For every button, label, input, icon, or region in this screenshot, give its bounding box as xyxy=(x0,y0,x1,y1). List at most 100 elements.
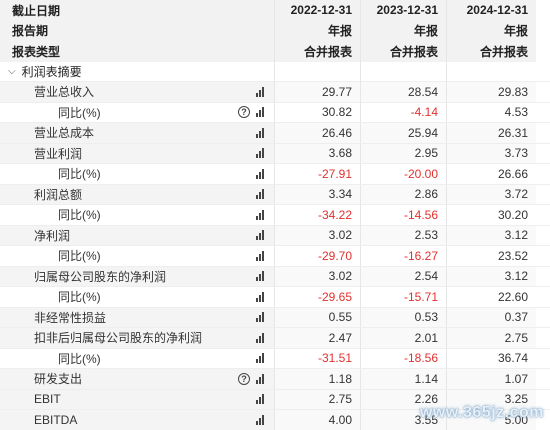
help-circle-icon[interactable]: ? xyxy=(238,106,250,119)
row-label: 同比(%) xyxy=(58,351,101,366)
row-label-cell: 利润总额 xyxy=(0,184,275,205)
row-icons xyxy=(256,123,264,143)
bar-chart-icon[interactable] xyxy=(256,312,264,323)
row-value: 1.18 xyxy=(275,369,361,389)
row-value: 5.00 xyxy=(447,410,536,430)
row-value: -20.00 xyxy=(361,164,447,184)
row-value: -18.56 xyxy=(361,348,447,368)
row-value: 4.00 xyxy=(275,410,361,430)
row-label-cell: 净利润 xyxy=(0,225,275,246)
row-value: 4.53 xyxy=(504,105,528,120)
bar-chart-icon[interactable] xyxy=(256,107,264,118)
header-value: 合并报表 xyxy=(447,41,536,62)
header-value: 合并报表 xyxy=(275,41,361,62)
row-value: -31.51 xyxy=(275,348,361,368)
table-row[interactable]: 同比(%) -29.65 -15.71 22.60 xyxy=(0,287,550,308)
header-value: 2024-12-31 xyxy=(447,0,536,21)
row-label-cell: 同比(%) xyxy=(0,205,275,225)
row-label: 净利润 xyxy=(34,228,71,243)
bar-chart-icon[interactable] xyxy=(256,394,264,405)
row-label-cell: 研发支出? xyxy=(0,369,275,389)
table-row[interactable]: EBIT 2.75 2.26 3.25 xyxy=(0,389,550,410)
bar-chart-icon[interactable] xyxy=(256,353,264,364)
bar-chart-icon[interactable] xyxy=(256,209,264,220)
section-label-cell[interactable]: ⌵ 利润表摘要 xyxy=(0,61,275,81)
header-row: 截止日期 2022-12-31 2023-12-31 2024-12-31 xyxy=(0,0,550,21)
row-label: 同比(%) xyxy=(58,167,101,182)
bar-chart-icon[interactable] xyxy=(256,168,264,179)
row-value: -27.91 xyxy=(275,164,361,184)
bar-chart-icon[interactable] xyxy=(256,148,264,159)
bar-chart-icon[interactable] xyxy=(256,230,264,241)
header-label: 报表类型 xyxy=(0,41,275,62)
row-icons xyxy=(256,164,264,184)
row-icons: ? xyxy=(238,369,264,389)
bar-chart-icon[interactable] xyxy=(256,414,264,425)
row-value: 36.74 xyxy=(497,351,528,366)
row-value: 29.77 xyxy=(275,82,361,102)
header-row: 报表类型 合并报表 合并报表 合并报表 xyxy=(0,41,550,62)
row-value: 2.26 xyxy=(361,389,447,409)
row-value: 3.68 xyxy=(275,143,361,163)
bar-chart-icon[interactable] xyxy=(256,332,264,343)
row-icons xyxy=(256,226,264,246)
bar-chart-icon[interactable] xyxy=(256,291,264,302)
table-row[interactable]: 扣非后归属母公司股东的净利润 2.47 2.01 2.75 xyxy=(0,328,550,349)
row-icons: ? xyxy=(238,103,264,123)
row-value: 23.52 xyxy=(497,248,528,263)
row-value: 2.75 xyxy=(275,389,361,409)
row-value: 3.25 xyxy=(447,389,536,409)
row-icons xyxy=(256,185,264,205)
bar-chart-icon[interactable] xyxy=(256,250,264,261)
row-icons xyxy=(256,205,264,225)
table-row[interactable]: 非经常性损益 0.55 0.53 0.37 xyxy=(0,307,550,328)
bar-chart-icon[interactable] xyxy=(256,189,264,200)
row-label-cell: EBITDA xyxy=(0,410,275,430)
header-value: 年报 xyxy=(275,20,361,41)
bar-chart-icon[interactable] xyxy=(256,373,264,384)
bar-chart-icon[interactable] xyxy=(256,271,264,282)
table-row[interactable]: 同比(%) -29.70 -16.27 23.52 xyxy=(0,246,550,267)
row-label: 同比(%) xyxy=(58,290,101,305)
section-empty-cell xyxy=(275,61,361,81)
row-value: 1.14 xyxy=(361,369,447,389)
row-label-cell: 同比(%)? xyxy=(0,102,275,123)
row-icons xyxy=(256,82,264,102)
row-label-cell: 营业总收入 xyxy=(0,82,275,102)
header-value: 年报 xyxy=(447,20,536,41)
row-label: 归属母公司股东的净利润 xyxy=(34,269,167,284)
row-icons xyxy=(256,410,264,430)
table-row[interactable]: 研发支出? 1.18 1.14 1.07 xyxy=(0,369,550,390)
row-value: -29.65 xyxy=(275,287,361,307)
table-row[interactable]: 同比(%)? 30.82 -4.14 4.53 xyxy=(0,102,550,123)
row-label: 营业利润 xyxy=(34,146,83,161)
table-row[interactable]: 利润总额 3.34 2.86 3.72 xyxy=(0,184,550,205)
help-circle-icon[interactable]: ? xyxy=(238,372,250,385)
row-value: 0.37 xyxy=(447,307,536,327)
table-header: 截止日期 2022-12-31 2023-12-31 2024-12-31 报告期 年报年… xyxy=(0,0,550,62)
table-row[interactable]: 营业利润 3.68 2.95 3.73 xyxy=(0,143,550,164)
table-row[interactable]: EBITDA 4.00 3.55 5.00 xyxy=(0,410,550,430)
bar-chart-icon[interactable] xyxy=(256,127,264,138)
row-label-cell: 营业利润 xyxy=(0,143,275,163)
section-header-income-summary[interactable]: ⌵ 利润表摘要 xyxy=(0,61,550,82)
table-row[interactable]: 归属母公司股东的净利润 3.02 2.54 3.12 xyxy=(0,266,550,287)
chevron-down-icon[interactable]: ⌵ xyxy=(8,65,16,77)
row-icons xyxy=(256,246,264,266)
section-empty-cell xyxy=(447,62,536,82)
table-row[interactable]: 营业总成本 26.46 25.94 26.31 xyxy=(0,123,550,144)
table-row[interactable]: 同比(%) -31.51 -18.56 36.74 xyxy=(0,348,550,369)
bar-chart-icon[interactable] xyxy=(256,86,264,97)
table-row[interactable]: 营业总收入 29.77 28.54 29.83 xyxy=(0,82,550,103)
table-row[interactable]: 净利润 3.02 2.53 3.12 xyxy=(0,225,550,246)
row-icons xyxy=(256,267,264,287)
row-value: -4.14 xyxy=(361,102,447,122)
row-label-cell: 同比(%) xyxy=(0,164,275,184)
row-value: 28.54 xyxy=(361,82,447,102)
row-value: 2.47 xyxy=(275,328,361,348)
table-row[interactable]: 同比(%) -27.91 -20.00 26.66 xyxy=(0,164,550,185)
row-value: 3.12 xyxy=(447,266,536,286)
row-icons xyxy=(256,328,264,348)
section-title: 利润表摘要 xyxy=(21,64,82,79)
table-row[interactable]: 同比(%) -34.22 -14.56 30.20 xyxy=(0,205,550,226)
